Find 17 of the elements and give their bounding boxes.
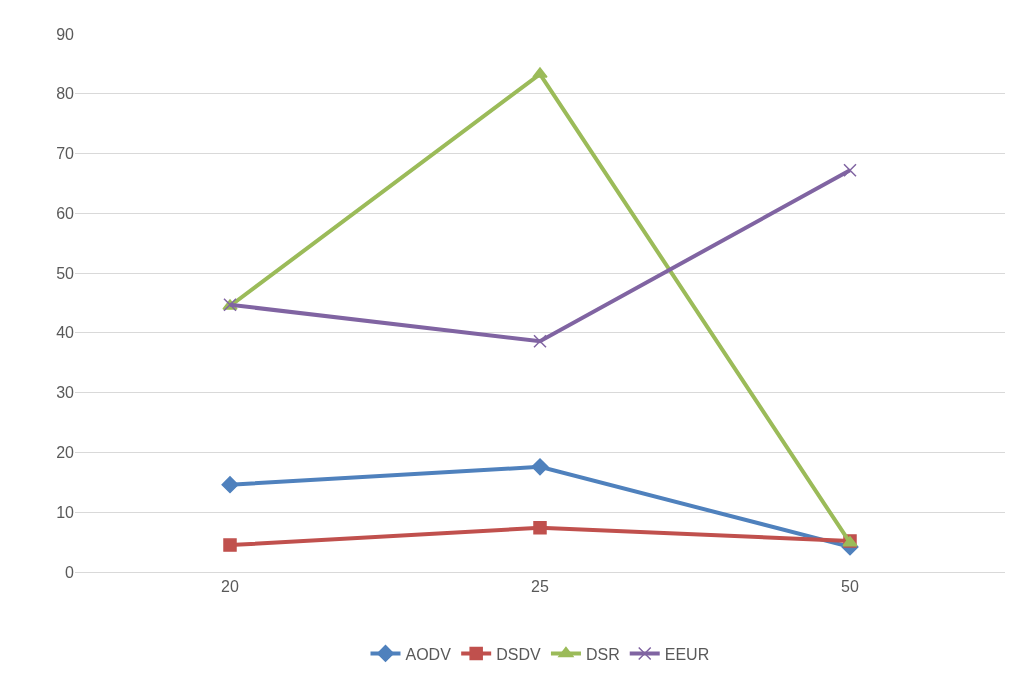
x-tick-label: 25 bbox=[531, 578, 549, 596]
y-tick-label: 80 bbox=[56, 85, 75, 103]
y-tick-label: 50 bbox=[56, 264, 75, 282]
y-tick-label: 70 bbox=[56, 145, 75, 163]
legend-label: DSDV bbox=[496, 645, 541, 663]
y-tick-label: 20 bbox=[56, 444, 75, 462]
legend-label: DSR bbox=[585, 645, 620, 663]
legend-label: AODV bbox=[405, 645, 452, 663]
legend-label: EEUR bbox=[664, 645, 710, 663]
y-tick-label: 90 bbox=[56, 25, 75, 43]
y-tick-label: 0 bbox=[65, 563, 75, 581]
y-tick-label: 60 bbox=[56, 204, 75, 222]
x-tick-label: 20 bbox=[221, 578, 239, 596]
x-tick-label: 50 bbox=[841, 578, 859, 596]
y-tick-label: 40 bbox=[56, 324, 75, 342]
y-tick-label: 10 bbox=[56, 503, 75, 521]
y-tick-label: 30 bbox=[56, 384, 75, 402]
